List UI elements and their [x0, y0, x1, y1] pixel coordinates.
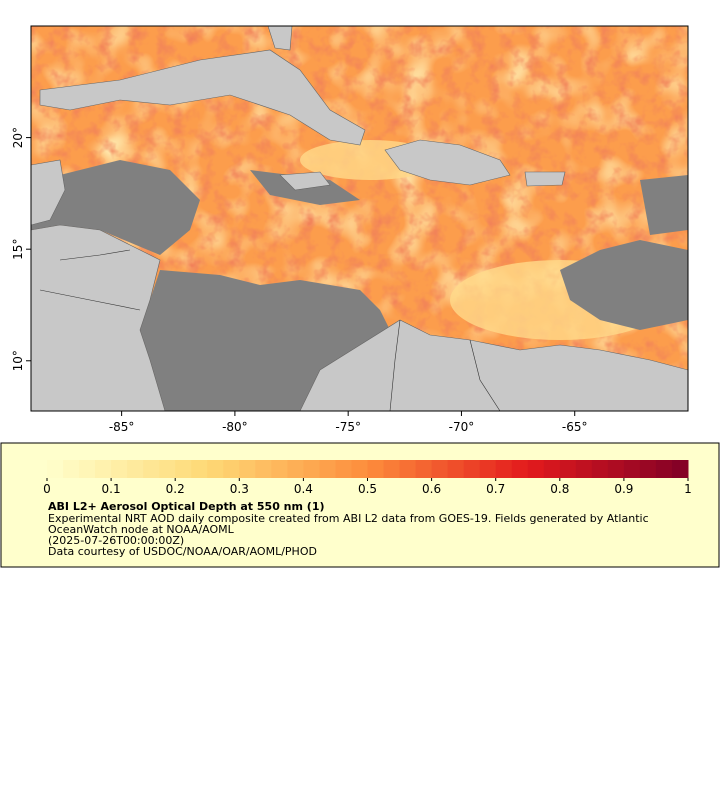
colorbar-step [399, 460, 417, 478]
x-tick-label: -85° [109, 420, 135, 434]
colorbar-step [607, 460, 625, 478]
y-tick-label: 10° [11, 350, 25, 371]
map-image [31, 26, 688, 411]
colorbar-step [191, 460, 208, 478]
legend-title: ABI L2+ Aerosol Optical Depth at 550 nm … [48, 500, 325, 513]
legend-line: OceanWatch node at NOAA/AOML [48, 523, 235, 536]
colorbar-step [543, 460, 561, 478]
colorbar-step [671, 460, 689, 478]
colorbar-step [143, 460, 160, 478]
colorbar-step [63, 460, 80, 478]
colorbar-step [479, 460, 497, 478]
colorbar-step [207, 460, 224, 478]
colorbar-step [415, 460, 433, 478]
x-tick-label: -70° [449, 420, 475, 434]
colorbar-step [367, 460, 385, 478]
colorbar-step [575, 460, 593, 478]
colorbar-step [79, 460, 96, 478]
colorbar-step [111, 460, 128, 478]
colorbar-step [271, 460, 288, 478]
colorbar-tick-label: 0.8 [550, 482, 569, 496]
colorbar-step [623, 460, 641, 478]
colorbar-step [639, 460, 657, 478]
colorbar-step [655, 460, 673, 478]
colorbar-step [591, 460, 609, 478]
no-data [31, 160, 688, 411]
colorbar-step [463, 460, 481, 478]
colorbar-tick-label: 0.7 [486, 482, 505, 496]
colorbar-step [511, 460, 529, 478]
legend-line: Data courtesy of USDOC/NOAA/OAR/AOML/PHO… [48, 545, 317, 558]
colorbar-step [95, 460, 112, 478]
colorbar-step [159, 460, 176, 478]
colorbar-step [495, 460, 513, 478]
colorbar-step [287, 460, 304, 478]
y-tick-label: 15° [11, 239, 25, 260]
y-tick-label: 20° [11, 127, 25, 148]
legend-line: (2025-07-26T00:00:00Z) [48, 534, 184, 547]
map-frame [30, 25, 689, 412]
x-tick-label: -65° [562, 420, 588, 434]
colorbar-step [559, 460, 577, 478]
colorbar-step [255, 460, 272, 478]
colorbar-tick-label: 0.6 [422, 482, 441, 496]
colorbar-step [383, 460, 401, 478]
colorbar-step [239, 460, 256, 478]
x-tick-label: -80° [222, 420, 248, 434]
colorbar-step [223, 460, 240, 478]
colorbar-tick-label: 0.3 [230, 482, 249, 496]
colorbar-step [527, 460, 545, 478]
colorbar-step [175, 460, 192, 478]
colorbar-tick-label: 0.5 [358, 482, 377, 496]
colorbar-tick-label: 1 [684, 482, 692, 496]
borders [39, 249, 501, 411]
colorbar-step [303, 460, 320, 478]
colorbar-tick-label: 0.4 [294, 482, 313, 496]
colorbar-step [335, 460, 352, 478]
x-tick-label: -75° [335, 420, 361, 434]
colorbar-tick-label: 0.2 [166, 482, 185, 496]
colorbar-step [319, 460, 336, 478]
colorbar-step [47, 460, 64, 478]
colorbar-tick-label: 0.1 [102, 482, 121, 496]
colorbar-tick-label: 0.9 [614, 482, 633, 496]
colorbar-step [351, 460, 368, 478]
legend-line: Experimental NRT AOD daily composite cre… [48, 512, 649, 525]
colorbar-step [431, 460, 449, 478]
colorbar-step [447, 460, 465, 478]
colorbar-tick-label: 0 [43, 482, 51, 496]
colorbar-step [127, 460, 144, 478]
